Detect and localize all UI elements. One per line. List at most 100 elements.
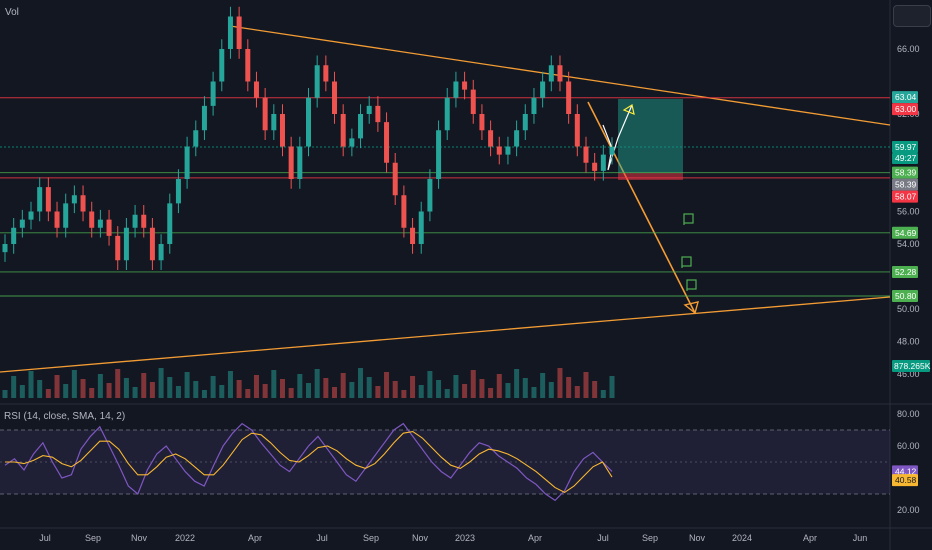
volume-bar <box>479 379 485 398</box>
candle-body <box>80 195 86 212</box>
level-price-label: 59.97 <box>895 142 917 152</box>
candle-body <box>531 97 537 114</box>
candle-body <box>358 114 364 139</box>
volume-bar <box>227 371 233 398</box>
candle-body <box>323 65 329 82</box>
time-tick-label: 2024 <box>732 533 752 543</box>
candle-body <box>418 211 424 244</box>
time-tick-label: Nov <box>412 533 429 543</box>
candle-body <box>167 203 173 244</box>
volume-bar <box>28 371 34 398</box>
candle-body <box>210 81 216 106</box>
volume-bar <box>288 388 294 398</box>
flag-icon <box>686 279 697 290</box>
candle-body <box>306 97 311 147</box>
candle-body <box>184 146 190 179</box>
target-zone <box>618 99 683 173</box>
volume-bar <box>271 370 277 398</box>
time-tick-label: Sep <box>363 533 379 543</box>
volume-bar <box>531 387 537 398</box>
volume-bar <box>63 384 69 398</box>
level-price-tag <box>892 166 918 179</box>
rsi-line <box>4 422 613 502</box>
time-tick-label: Sep <box>85 533 101 543</box>
candle-body <box>340 114 346 147</box>
candle-body <box>462 81 468 90</box>
volume-bar <box>193 381 199 398</box>
volume-bar <box>97 374 103 398</box>
candle-body <box>201 105 207 131</box>
candle-body <box>219 49 225 82</box>
candle-body <box>236 16 242 49</box>
volume-bar <box>557 368 563 398</box>
candle-body <box>63 203 69 228</box>
candle-body <box>45 187 51 212</box>
volume-bar <box>71 370 77 398</box>
projection-arrowhead <box>683 301 699 315</box>
candle-body <box>279 114 285 147</box>
level-price-tag <box>892 91 918 104</box>
volume-bar <box>149 382 155 398</box>
candle-body <box>262 97 268 131</box>
candle-body <box>11 227 17 244</box>
volume-bar <box>184 372 190 398</box>
volume-bar <box>236 380 242 398</box>
volume-tag <box>892 360 930 372</box>
volume-bar <box>115 369 121 398</box>
level-price-tag <box>892 290 918 302</box>
candle-body <box>37 187 43 212</box>
candle-body <box>71 195 77 204</box>
candle-body <box>444 97 450 131</box>
volume-bar <box>548 382 554 398</box>
candle-body <box>227 16 233 49</box>
volume-bar <box>505 383 511 398</box>
candle-body <box>436 130 442 179</box>
volume-bar <box>462 384 468 398</box>
candle-body <box>600 154 606 171</box>
volume-bar <box>279 379 285 398</box>
volume-bar <box>54 375 60 398</box>
rsi-label: RSI (14, close, SMA, 14, 2) <box>4 411 126 422</box>
candle-body <box>557 65 563 82</box>
volume-bar <box>349 382 355 398</box>
price-tick-label: 54.00 <box>897 239 920 249</box>
candle-body <box>245 49 251 82</box>
candle-body <box>375 105 381 123</box>
volume-bar <box>496 374 502 398</box>
countdown-tag <box>892 152 918 164</box>
level-price-label: 58.39 <box>895 180 917 190</box>
volume-label: Vol <box>5 7 19 18</box>
rsi-value-label: 44.12 <box>895 466 917 476</box>
candle-body <box>514 130 520 147</box>
time-tick-label: Jul <box>597 533 609 543</box>
volume-value: 878.265K <box>894 361 931 371</box>
candle-body <box>97 219 103 228</box>
volume-bar <box>89 388 95 398</box>
candle-body <box>28 211 34 220</box>
lower-trendline <box>0 296 891 373</box>
countdown-label: 49:27 <box>895 153 917 163</box>
level-price-tag <box>892 178 918 191</box>
volume-bar <box>340 373 346 398</box>
chart-settings-button[interactable] <box>893 5 931 27</box>
volume-bar <box>574 386 580 398</box>
volume-bar <box>201 390 207 398</box>
volume-bar <box>262 384 268 398</box>
flag-icon <box>683 213 694 224</box>
volume-bar <box>427 371 433 398</box>
time-tick-label: Apr <box>248 533 262 543</box>
rsi-value-label: 40.58 <box>895 475 917 485</box>
time-tick-label: 2022 <box>175 533 195 543</box>
volume-bar <box>609 376 615 398</box>
candle-body <box>175 179 181 204</box>
candle-body <box>505 146 511 155</box>
level-price-label: 54.69 <box>895 228 917 238</box>
candle-body <box>548 65 554 82</box>
candle-body <box>410 227 416 244</box>
volume-bar <box>592 381 598 398</box>
volume-bar <box>401 390 407 398</box>
volume-bar <box>306 383 311 398</box>
level-price-tag <box>892 226 918 239</box>
price-tick-label: 50.00 <box>897 304 920 314</box>
